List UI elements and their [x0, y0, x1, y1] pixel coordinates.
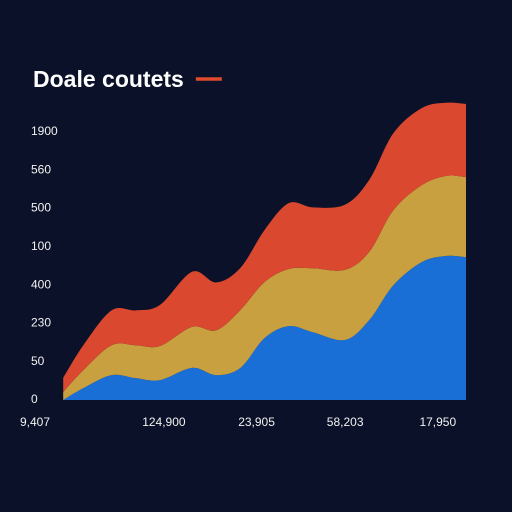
x-tick-label: 23,905 [238, 415, 275, 429]
y-tick-label: 100 [31, 239, 51, 253]
y-tick-label: 500 [31, 201, 51, 215]
chart-title: Doale coutets [33, 66, 184, 92]
x-tick-label: 124,900 [142, 415, 186, 429]
y-tick-label: 230 [31, 316, 51, 330]
x-tick-label: 58,203 [327, 415, 364, 429]
area [63, 255, 467, 400]
x-tick-label: 9,407 [20, 415, 50, 429]
x-tick-label: 17,950 [419, 415, 456, 429]
y-tick-label: 0 [31, 392, 38, 406]
y-tick-label: 400 [31, 277, 51, 291]
y-tick-label: 560 [31, 162, 51, 176]
area [63, 102, 467, 392]
y-tick-label: 1900 [31, 124, 58, 138]
y-tick-label: 50 [31, 354, 45, 368]
area [63, 175, 467, 400]
